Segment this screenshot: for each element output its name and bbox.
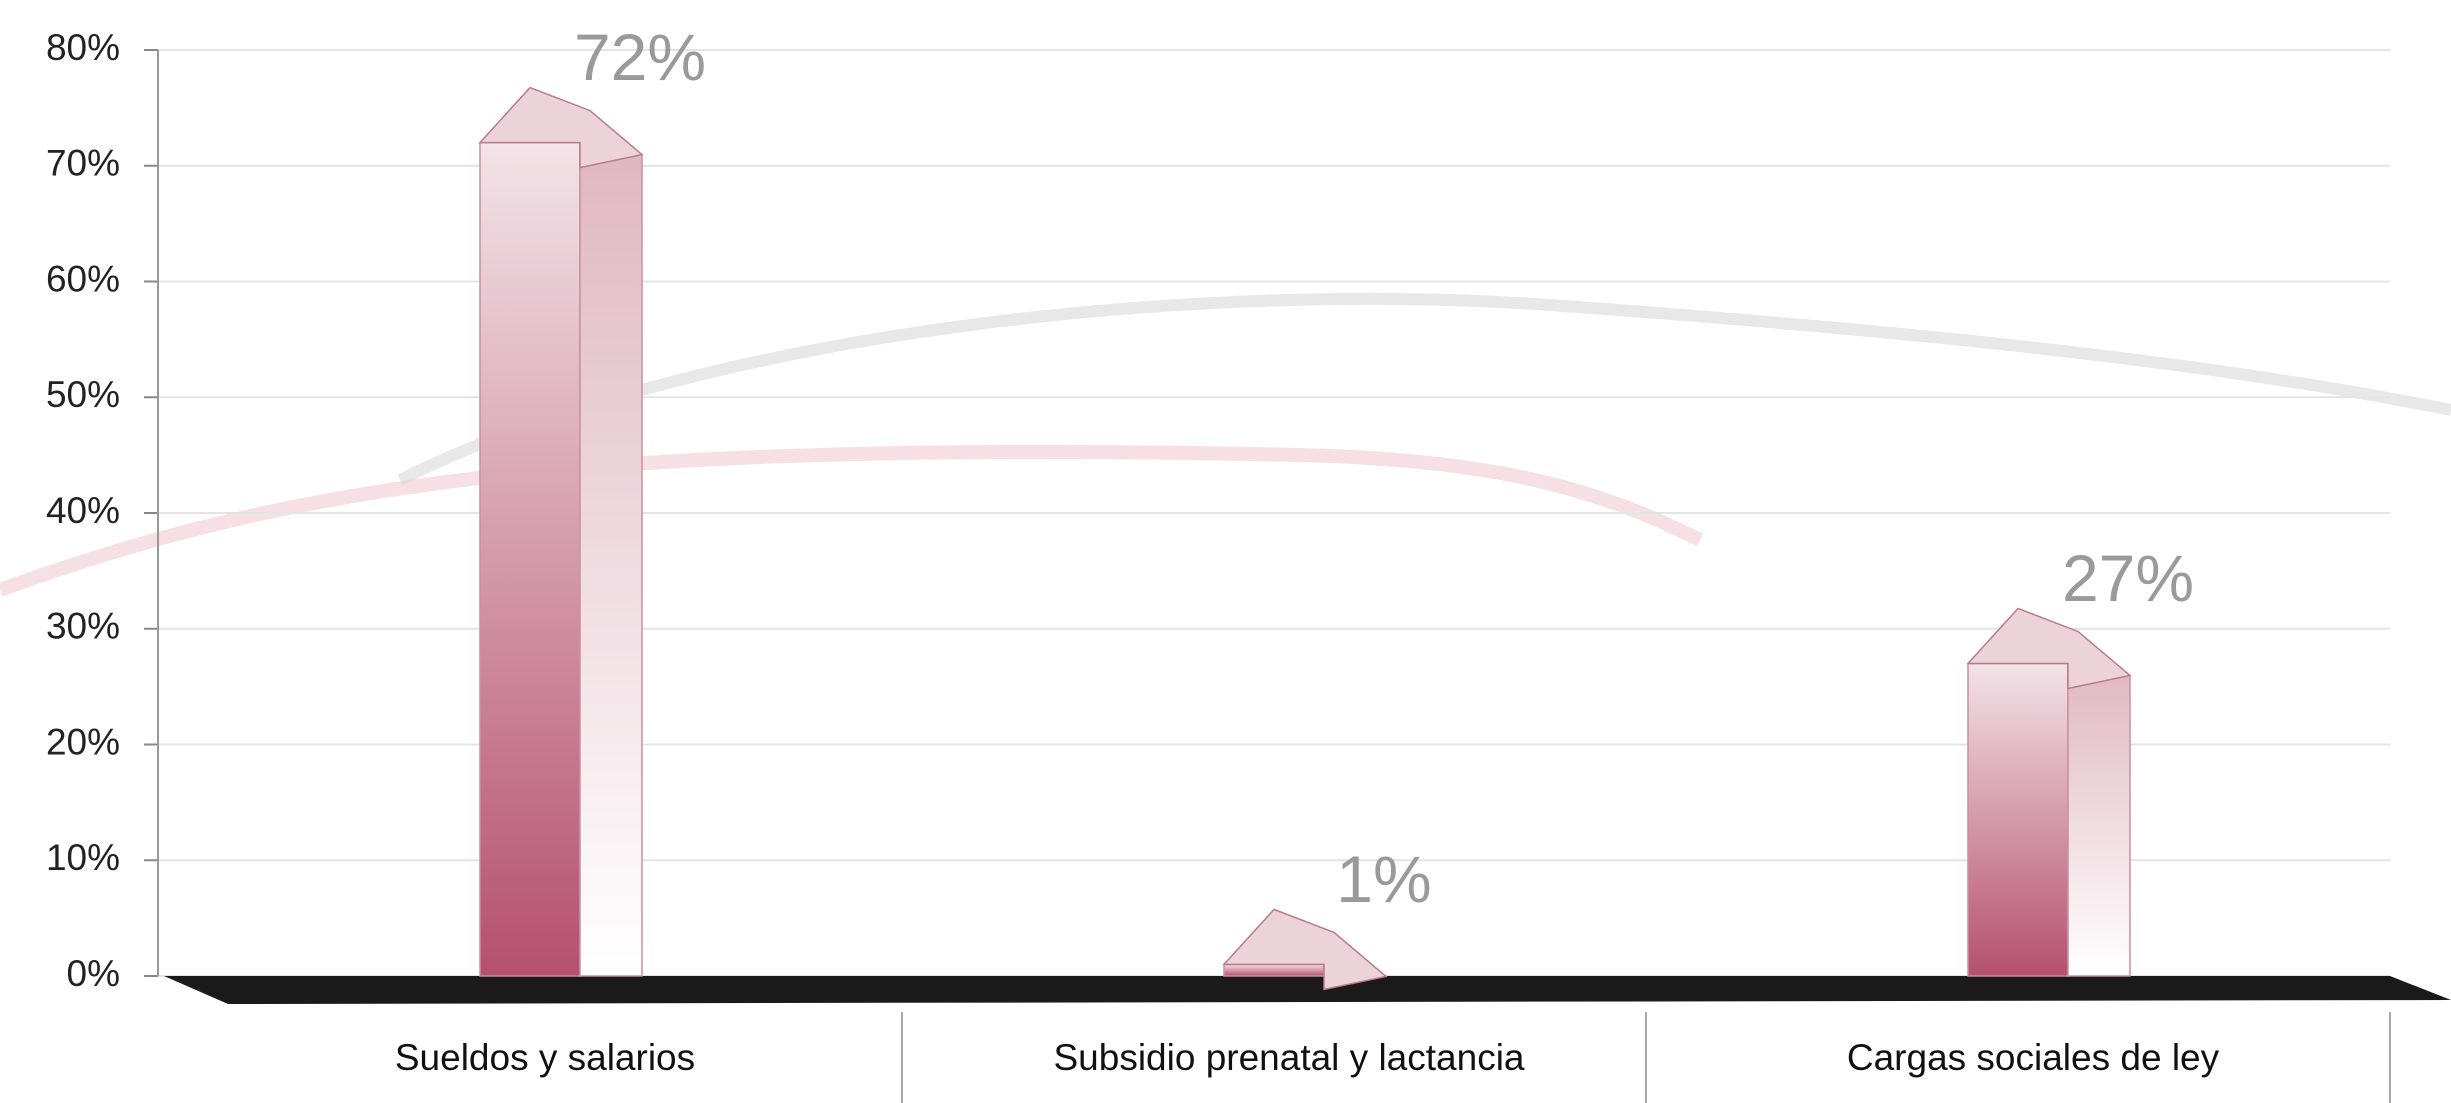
bar	[1967, 662, 2069, 977]
x-tick-label: Sueldos y salarios	[395, 1037, 695, 1078]
x-tick-label: Cargas sociales de ley	[1847, 1037, 2220, 1078]
y-tick-label: 80%	[46, 27, 120, 68]
value-label: 72%	[574, 20, 706, 94]
y-tick-label: 70%	[46, 143, 120, 184]
y-tick-label: 60%	[46, 258, 120, 299]
value-label: 27%	[2062, 541, 2194, 615]
y-tick-label: 10%	[46, 837, 120, 878]
decor-swoosh	[397, 292, 2451, 486]
x-tick-label: Subsidio prenatal y lactancia	[1053, 1037, 1524, 1078]
y-tick-label: 30%	[46, 606, 120, 647]
bar	[479, 141, 581, 977]
floor	[164, 976, 2451, 1004]
bar-roof	[1222, 908, 1388, 991]
decor-swoosh	[0, 444, 1704, 597]
y-tick-label: 40%	[46, 490, 120, 531]
bar-roof	[1966, 607, 2132, 690]
y-tick-label: 50%	[46, 374, 120, 415]
y-tick-label: 0%	[67, 953, 120, 994]
bar-side	[579, 141, 643, 977]
value-label: 1%	[1336, 842, 1431, 916]
bar	[1223, 963, 1325, 977]
y-tick-label: 20%	[46, 721, 120, 762]
bar-roof	[478, 86, 644, 169]
bar-side	[2067, 662, 2131, 977]
